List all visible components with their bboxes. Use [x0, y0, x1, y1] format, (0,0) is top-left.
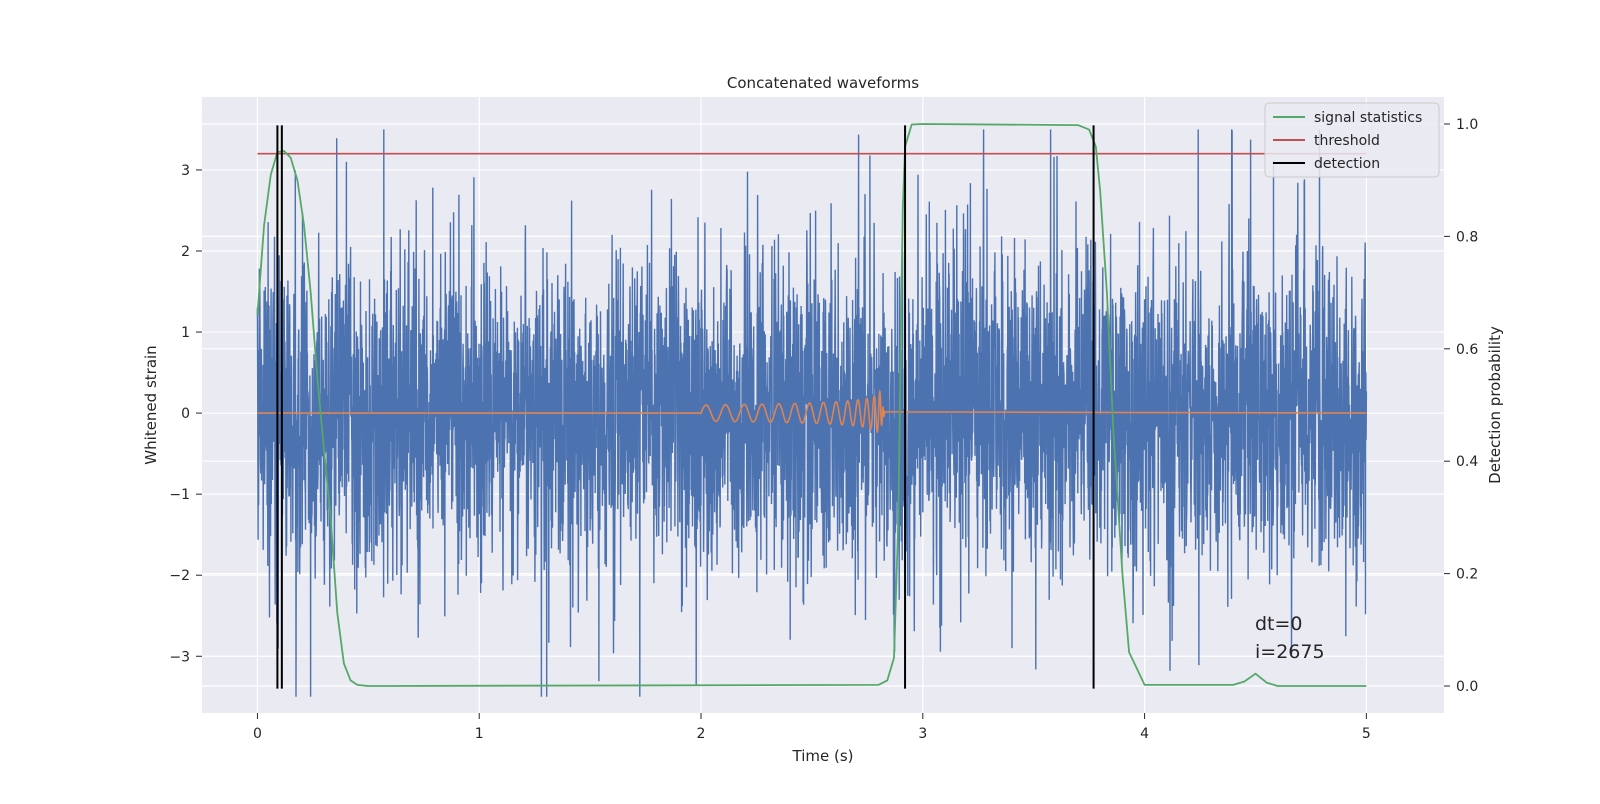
x-tick-label: 2 — [697, 726, 706, 742]
x-tick-label: 4 — [1140, 726, 1149, 742]
annotation-dt: dt=0 — [1255, 613, 1303, 635]
x-tick-label: 1 — [475, 726, 484, 742]
y2-tick-label: 0.8 — [1456, 229, 1478, 245]
x-tick-label: 3 — [918, 726, 927, 742]
y-tick-label: −1 — [169, 487, 190, 503]
x-axis-label: Time (s) — [792, 747, 854, 765]
chart-title: Concatenated waveforms — [727, 74, 919, 92]
annotation-i: i=2675 — [1255, 641, 1325, 663]
y2-tick-label: 0.6 — [1456, 342, 1478, 358]
y-tick-label: 3 — [181, 163, 190, 179]
y-tick-label: 1 — [181, 325, 190, 341]
y2-tick-label: 1.0 — [1456, 117, 1478, 133]
legend-label: detection — [1314, 156, 1380, 172]
strain-series — [256, 129, 1368, 697]
y2-tick-label: 0.2 — [1456, 567, 1478, 583]
legend-frame — [1264, 102, 1440, 178]
chirp-series — [257, 389, 1367, 434]
y-tick-label: 2 — [181, 244, 190, 260]
y-tick-label: 0 — [181, 406, 190, 422]
x-tick-label: 0 — [253, 726, 262, 742]
legend-label: signal statistics — [1314, 110, 1422, 126]
y-tick-label: −2 — [169, 568, 190, 584]
y2-tick-label: 0.4 — [1456, 454, 1478, 470]
legend: signal statistics threshold detection — [1264, 102, 1440, 178]
legend-label: threshold — [1314, 133, 1380, 149]
y2-axis-label: Detection probability — [1486, 326, 1504, 484]
y2-tick-label: 0.0 — [1456, 679, 1478, 695]
y-axis-label: Whitened strain — [142, 345, 160, 464]
x-tick-label: 5 — [1362, 726, 1371, 742]
y-tick-label: −3 — [169, 649, 190, 665]
signal-statistics-series — [256, 123, 1367, 687]
